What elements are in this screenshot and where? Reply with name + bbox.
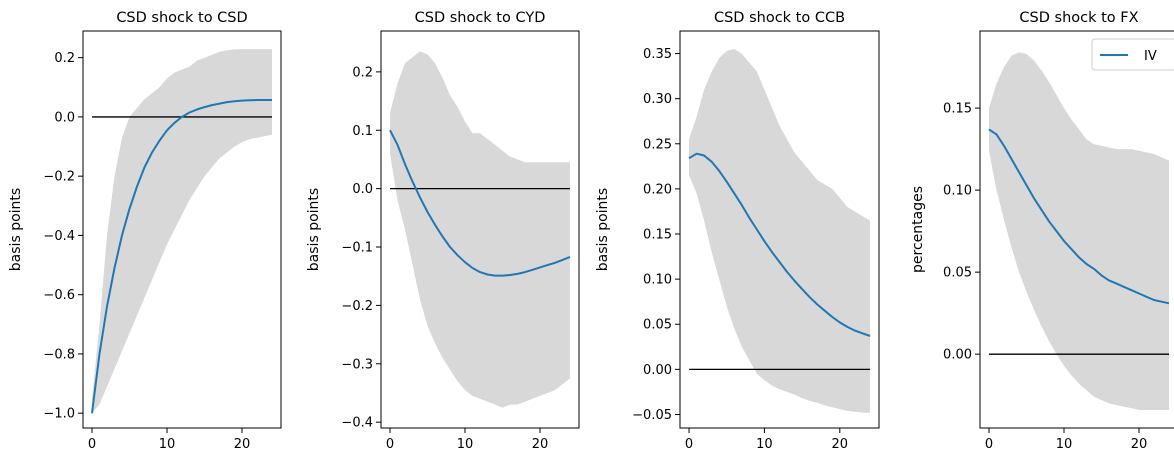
y-tick-label: 0.00 [943, 348, 972, 363]
x-tick-label: 10 [756, 437, 773, 452]
series-line-iv [389, 129, 571, 277]
x-tick-label: 20 [1131, 437, 1148, 452]
panel-title: CSD shock to FX [1019, 10, 1138, 26]
plot-area [91, 49, 272, 414]
y-tick-label: 0.20 [643, 182, 672, 197]
panel-title: CSD shock to CCB [714, 10, 845, 26]
plot-area [688, 49, 871, 413]
x-tick-label: 20 [532, 437, 549, 452]
panel-1: 0 10 20 −1.0 −0.8 −0.6 −0.4 −0.2 0.0 0.2 CSD shock… [8, 10, 282, 452]
y-tick-label: 0.1 [352, 124, 373, 139]
y-tick-label: 0.10 [643, 273, 672, 288]
y-tick-label: 0.05 [943, 266, 972, 281]
y-axis-label: basis points [595, 188, 611, 271]
axes-frame [82, 30, 282, 429]
series-line-iv [91, 99, 272, 414]
y-tick-label: 0.35 [643, 47, 672, 62]
y-tick-label: 0.00 [643, 363, 672, 378]
y-tick-label: −0.2 [43, 170, 75, 185]
x-tick-label: 10 [159, 437, 176, 452]
y-tick-label: −0.05 [632, 408, 672, 423]
x-tick-label: 10 [1056, 437, 1073, 452]
y-tick-label: −0.6 [43, 288, 75, 303]
y-tick-label: 0.15 [943, 102, 972, 117]
y-axis-label: percentages [910, 186, 926, 273]
plot-area [988, 52, 1170, 411]
x-tick-label: 0 [88, 437, 96, 452]
y-tick-label: 0.2 [54, 51, 75, 66]
y-axis-label: basis points [306, 188, 322, 271]
legend-box [1091, 38, 1174, 71]
confidence-band [989, 52, 1169, 411]
y-tick-label: −0.4 [341, 416, 373, 431]
axes-frame [380, 30, 580, 429]
x-tick-label: 0 [985, 437, 993, 452]
x-tick-label: 20 [832, 437, 849, 452]
x-tick-label: 10 [457, 437, 474, 452]
x-tick-label: 0 [685, 437, 693, 452]
panel-2: 0 10 20 −0.4 −0.3 −0.2 −0.1 0.0 0.1 0.2 CSD shock … [306, 10, 580, 452]
y-tick-label: −0.4 [43, 229, 75, 244]
y-tick-label: 0.0 [54, 110, 75, 125]
x-tick-label: 20 [234, 437, 251, 452]
y-tick-label: −1.0 [43, 407, 75, 422]
y-tick-label: −0.8 [43, 347, 75, 362]
plot-area [389, 51, 571, 408]
panel-title: CSD shock to CYD [415, 10, 546, 26]
legend-label-iv: IV [1144, 49, 1157, 64]
y-tick-label: 0.30 [643, 92, 672, 107]
panel-4: 0 10 20 0.00 0.05 0.10 0.15 CSD shock to FX perc… [910, 10, 1174, 452]
axes-frame [679, 30, 880, 429]
series-line-iv [688, 152, 871, 337]
y-tick-label: −0.3 [341, 357, 373, 372]
y-tick-label: 0.0 [352, 182, 373, 197]
y-tick-label: −0.1 [341, 241, 373, 256]
y-tick-label: 0.15 [643, 228, 672, 243]
panel-3: 0 10 20 −0.05 0.00 0.05 0.10 0.15 0.20 0.25 0.30 0.… [595, 10, 880, 452]
y-tick-label: 0.10 [943, 184, 972, 199]
x-tick-label: 0 [386, 437, 394, 452]
axes-frame [979, 30, 1174, 429]
confidence-band [390, 51, 570, 408]
panel-title: CSD shock to CSD [116, 10, 247, 26]
y-tick-label: 0.2 [352, 65, 373, 80]
confidence-band [689, 49, 870, 413]
confidence-band [92, 49, 272, 414]
y-axis-label: basis points [8, 188, 24, 271]
y-tick-label: 0.25 [643, 137, 672, 152]
series-line-iv [988, 128, 1170, 305]
y-tick-label: 0.05 [643, 318, 672, 333]
y-tick-label: −0.2 [341, 299, 373, 314]
